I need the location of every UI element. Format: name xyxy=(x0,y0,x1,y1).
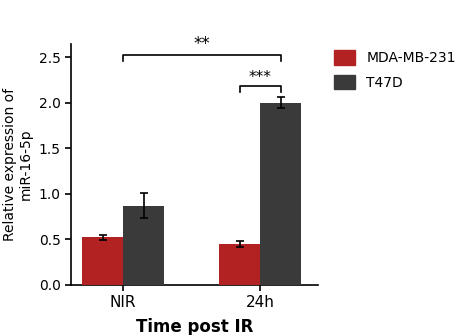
Legend: MDA-MB-231, T47D: MDA-MB-231, T47D xyxy=(334,51,456,90)
Bar xyxy=(219,244,260,285)
Bar xyxy=(260,103,301,285)
X-axis label: Time post IR: Time post IR xyxy=(136,319,253,335)
Text: **: ** xyxy=(193,35,210,53)
Y-axis label: Relative expression of
miR-16-5p: Relative expression of miR-16-5p xyxy=(3,87,33,241)
Bar xyxy=(82,238,123,285)
Text: ***: *** xyxy=(249,69,272,84)
Bar xyxy=(123,206,164,285)
